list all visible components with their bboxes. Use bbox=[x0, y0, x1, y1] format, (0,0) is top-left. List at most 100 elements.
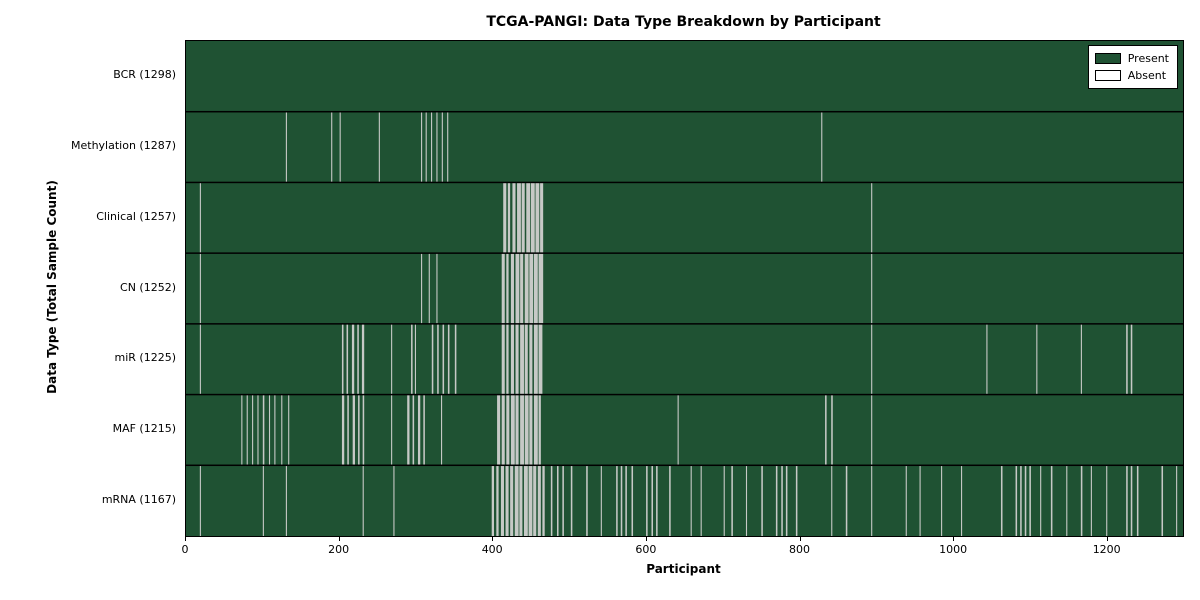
absent-mark bbox=[620, 465, 623, 536]
absent-mark bbox=[512, 182, 516, 254]
x-tick-mark bbox=[953, 537, 955, 541]
absent-mark bbox=[515, 253, 520, 324]
row-band-present bbox=[186, 323, 1183, 395]
absent-mark bbox=[262, 394, 265, 466]
absent-mark bbox=[341, 323, 344, 395]
row-band-present bbox=[186, 111, 1183, 183]
absent-mark bbox=[431, 111, 433, 183]
absent-mark bbox=[519, 465, 523, 536]
absent-mark bbox=[417, 394, 421, 466]
absent-mark bbox=[505, 465, 509, 536]
absent-mark bbox=[1036, 323, 1038, 395]
absent-mark bbox=[331, 111, 333, 183]
absent-mark bbox=[199, 182, 201, 254]
absent-mark bbox=[556, 465, 559, 536]
absent-mark bbox=[656, 465, 658, 536]
plot-area bbox=[185, 40, 1184, 537]
row-separator bbox=[186, 110, 1183, 113]
absent-mark bbox=[503, 182, 507, 254]
absent-mark bbox=[1050, 465, 1053, 536]
absent-mark bbox=[871, 394, 873, 466]
absent-mark bbox=[501, 323, 505, 395]
absent-mark bbox=[533, 394, 538, 466]
absent-mark bbox=[521, 182, 525, 254]
x-tick-label: 1200 bbox=[1092, 543, 1121, 556]
absent-mark bbox=[723, 465, 725, 536]
legend-label-absent: Absent bbox=[1127, 69, 1167, 82]
absent-mark bbox=[520, 253, 524, 324]
legend-label-present: Present bbox=[1127, 52, 1169, 65]
legend-swatch-absent-icon bbox=[1094, 70, 1121, 81]
absent-mark bbox=[871, 182, 873, 254]
absent-mark bbox=[520, 323, 524, 395]
absent-mark bbox=[616, 465, 618, 536]
absent-mark bbox=[775, 465, 778, 536]
absent-mark bbox=[407, 394, 410, 466]
absent-mark bbox=[651, 465, 654, 536]
legend: Present Absent bbox=[1087, 45, 1178, 89]
absent-mark bbox=[500, 465, 504, 536]
absent-mark bbox=[515, 394, 519, 466]
absent-mark bbox=[871, 465, 873, 536]
absent-mark bbox=[268, 394, 271, 466]
x-tick-label: 400 bbox=[481, 543, 503, 556]
absent-mark bbox=[524, 394, 529, 466]
absent-mark bbox=[501, 394, 505, 466]
absent-mark bbox=[346, 323, 349, 395]
row-separator bbox=[186, 252, 1183, 254]
row-separator bbox=[186, 464, 1183, 467]
absent-mark bbox=[281, 394, 283, 466]
absent-mark bbox=[538, 323, 543, 395]
absent-mark bbox=[285, 111, 287, 183]
absent-mark bbox=[542, 465, 545, 536]
absent-mark bbox=[257, 394, 259, 466]
absent-mark bbox=[378, 111, 380, 183]
absent-mark bbox=[700, 465, 702, 536]
absent-mark bbox=[507, 182, 511, 254]
absent-mark bbox=[285, 465, 287, 536]
absent-mark bbox=[528, 465, 533, 536]
absent-mark bbox=[341, 394, 345, 466]
absent-mark bbox=[436, 111, 438, 183]
absent-mark bbox=[510, 323, 514, 395]
absent-mark bbox=[425, 111, 427, 183]
absent-mark bbox=[274, 394, 276, 466]
absent-mark bbox=[961, 465, 963, 536]
absent-mark bbox=[262, 465, 264, 536]
absent-mark bbox=[1015, 465, 1018, 536]
x-tick-label: 800 bbox=[789, 543, 810, 556]
absent-mark bbox=[421, 253, 423, 324]
absent-mark bbox=[423, 394, 425, 466]
y-tick-label-MAF: MAF (1215) bbox=[112, 421, 176, 435]
x-tick-mark bbox=[1106, 537, 1108, 541]
absent-mark bbox=[562, 465, 564, 536]
absent-mark bbox=[199, 253, 201, 324]
absent-mark bbox=[986, 323, 988, 395]
absent-mark bbox=[391, 323, 393, 395]
absent-mark bbox=[1080, 323, 1082, 395]
absent-mark bbox=[538, 394, 541, 466]
absent-mark bbox=[510, 253, 514, 324]
absent-mark bbox=[517, 182, 521, 254]
absent-mark bbox=[781, 465, 783, 536]
absent-mark bbox=[631, 465, 634, 536]
absent-mark bbox=[441, 394, 443, 466]
row-BCR bbox=[186, 41, 1183, 112]
absent-mark bbox=[501, 253, 505, 324]
absent-mark bbox=[538, 253, 544, 324]
x-axis-label: Participant bbox=[646, 562, 721, 576]
absent-mark bbox=[436, 253, 438, 324]
legend-item-present: Present bbox=[1094, 50, 1169, 67]
absent-mark bbox=[362, 394, 365, 466]
row-band-present bbox=[186, 41, 1183, 112]
absent-mark bbox=[1130, 323, 1133, 395]
absent-mark bbox=[1130, 465, 1133, 536]
absent-mark bbox=[362, 465, 364, 536]
absent-mark bbox=[520, 394, 524, 466]
absent-mark bbox=[1029, 465, 1031, 536]
absent-mark bbox=[524, 253, 529, 324]
absent-mark bbox=[421, 111, 423, 183]
absent-mark bbox=[530, 182, 535, 254]
y-tick-label-mRNA: mRNA (1167) bbox=[101, 492, 176, 506]
absent-mark bbox=[1040, 465, 1042, 536]
